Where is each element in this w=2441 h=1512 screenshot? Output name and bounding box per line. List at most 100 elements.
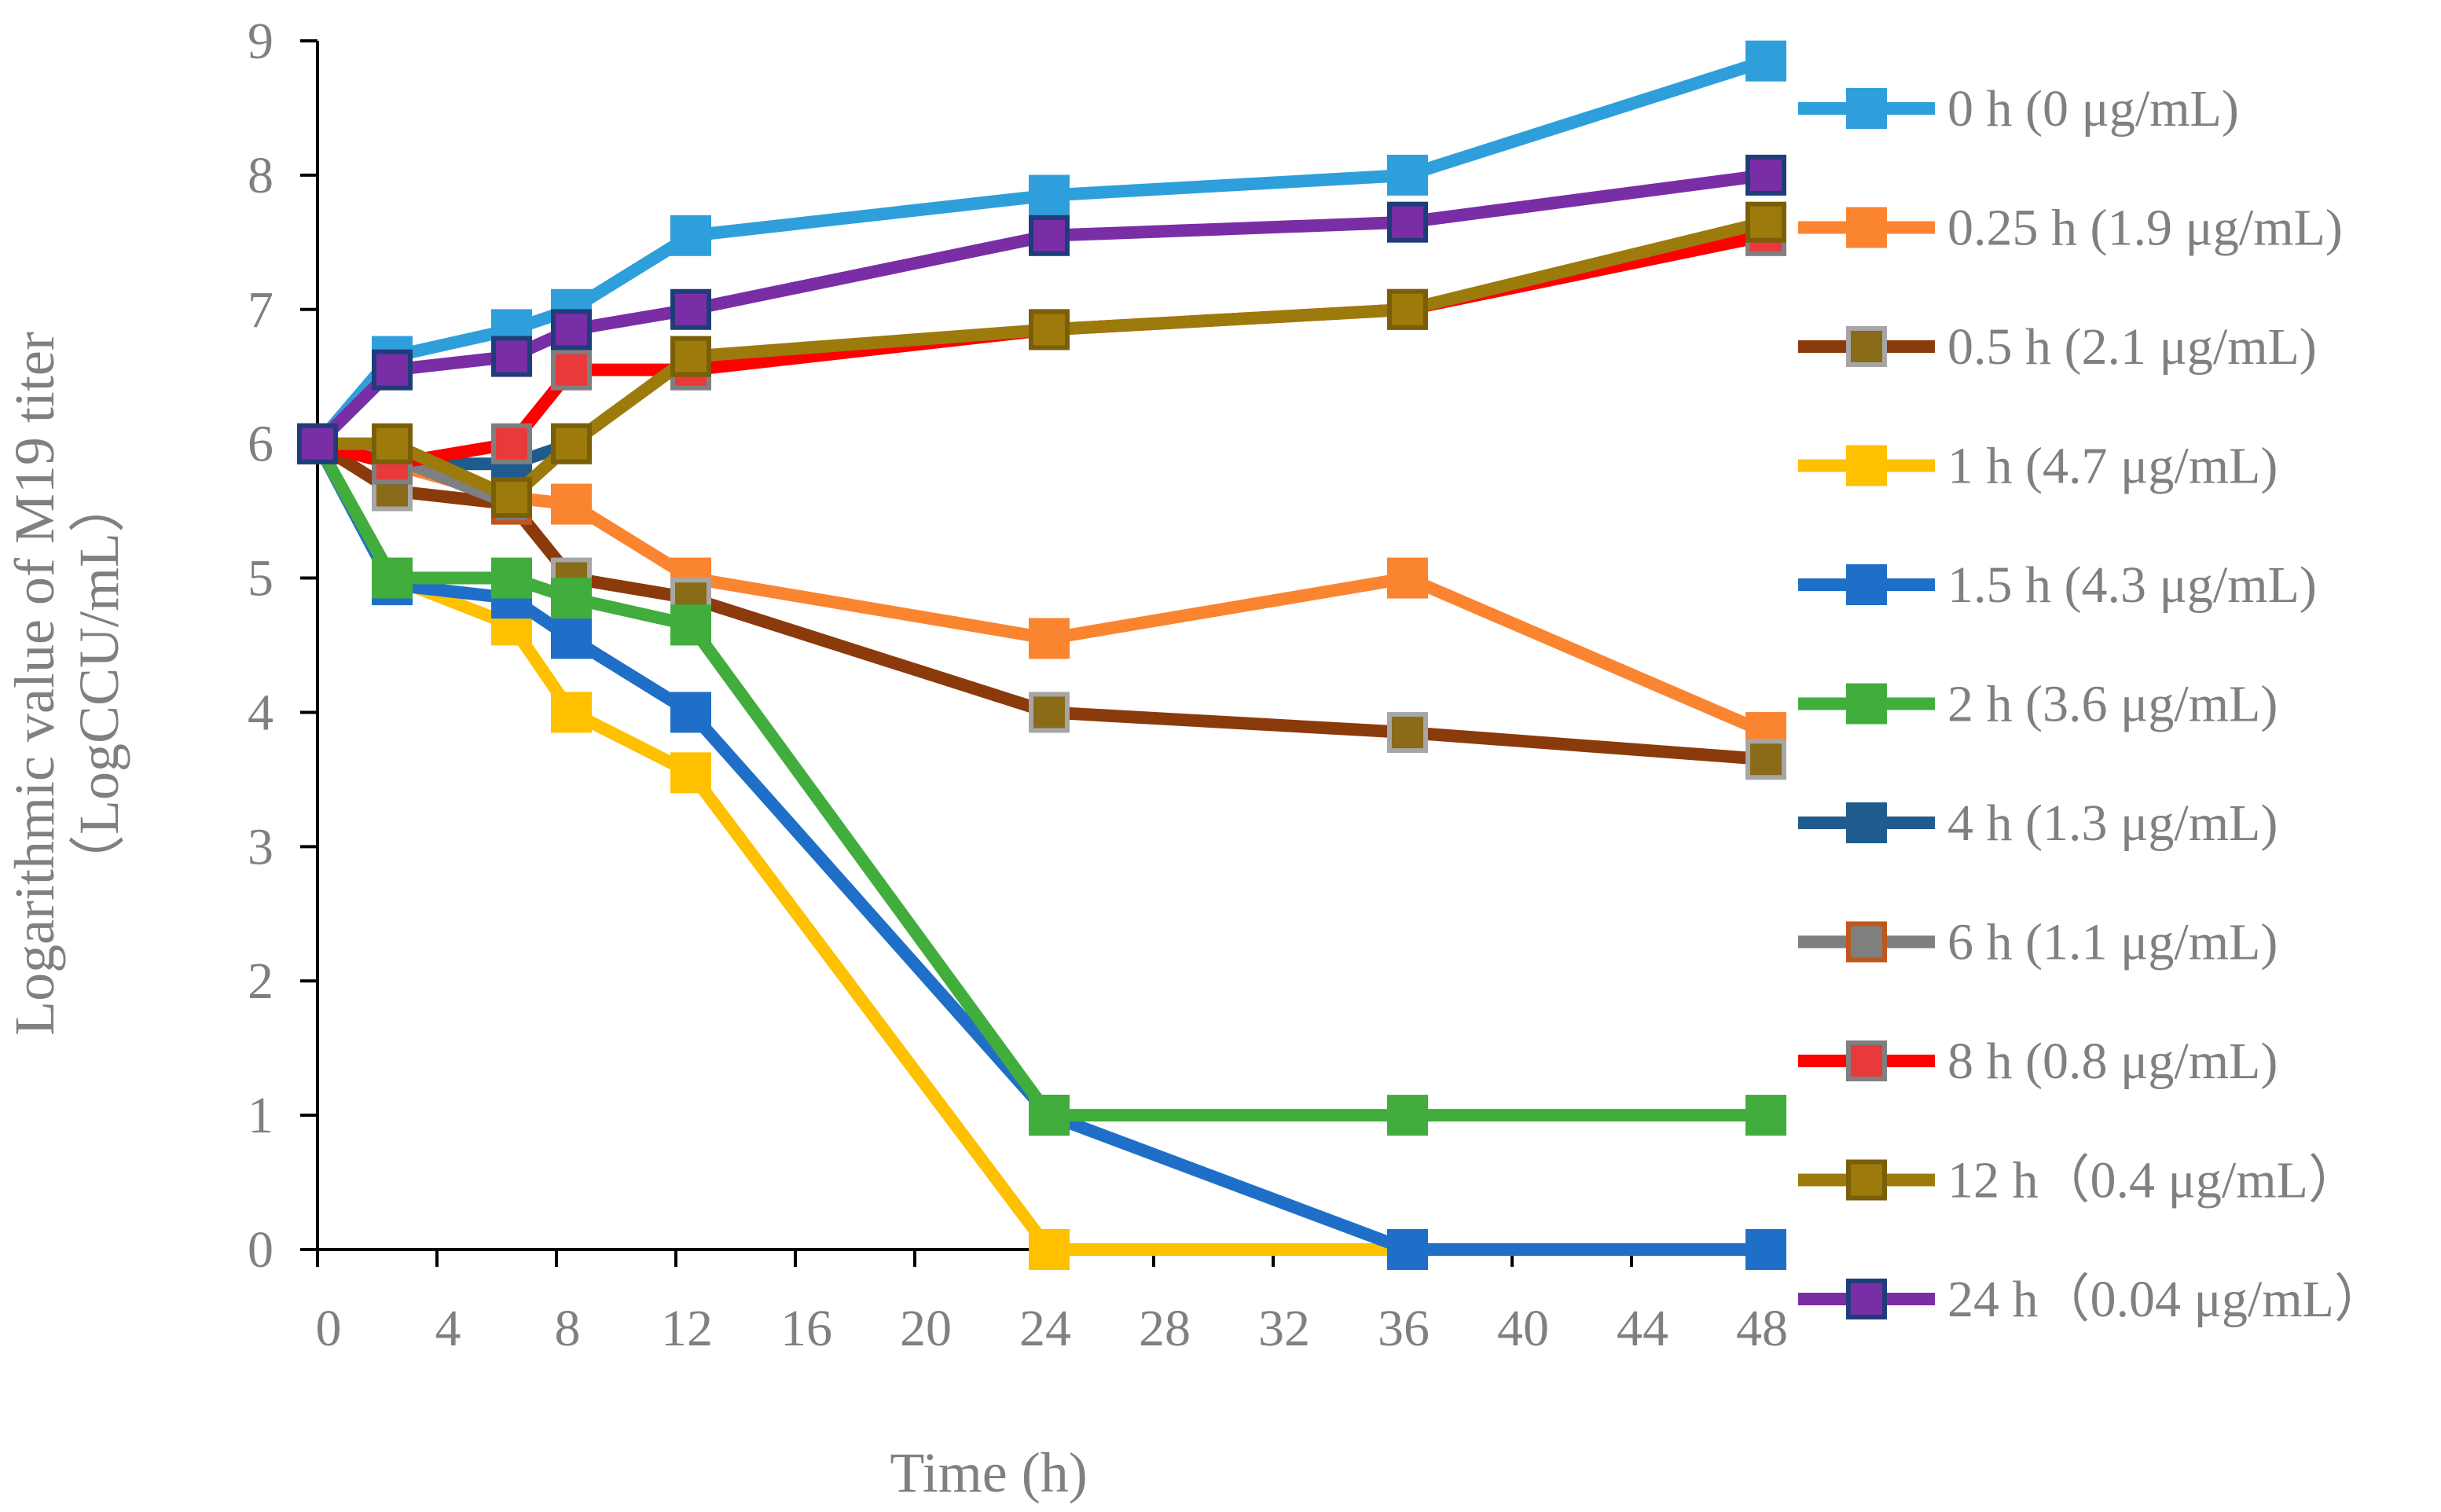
data-point: [1029, 1229, 1070, 1270]
legend-label: 24 h（0.04 μg/mL）: [1947, 1271, 2386, 1328]
legend: 0 h (0 μg/mL) 0.25 h (1.9 μg/mL) 0.5 h (2.…: [1798, 80, 2386, 1328]
legend-swatch-marker: [1846, 564, 1887, 605]
data-point: [670, 752, 711, 794]
x-tick-label: 32: [1258, 1300, 1310, 1357]
y-tick-label: 6: [248, 416, 273, 473]
data-point: [1387, 1229, 1428, 1270]
y-tick-label: 8: [248, 147, 273, 204]
data-point: [551, 578, 592, 619]
data-point: [1745, 201, 1786, 243]
x-tick-label: 16: [780, 1300, 832, 1357]
x-tick-label: 20: [900, 1300, 952, 1357]
legend-item: 0 h (0 μg/mL): [1798, 80, 2239, 138]
data-point: [551, 483, 592, 525]
x-tick-label: 4: [435, 1300, 461, 1357]
series-lines: [297, 40, 1786, 1270]
data-point: [1029, 215, 1070, 256]
legend-item: 1 h (4.7 μg/mL): [1798, 438, 2278, 495]
legend-label: 4 h (1.3 μg/mL): [1947, 795, 2278, 852]
data-point: [372, 349, 413, 391]
y-tick-label: 3: [248, 818, 273, 875]
data-point: [670, 336, 711, 377]
data-point: [670, 604, 711, 646]
data-point: [1745, 739, 1786, 780]
data-point: [1387, 557, 1428, 599]
data-point: [1029, 174, 1070, 216]
x-tick-label: 44: [1617, 1300, 1668, 1357]
x-tick-label: 0: [316, 1300, 342, 1357]
legend-item: 1.5 h (4.3 μg/mL): [1798, 556, 2317, 614]
data-point: [491, 477, 532, 519]
x-tick-label: 36: [1378, 1300, 1430, 1357]
data-point: [551, 349, 592, 391]
y-tick-label: 7: [248, 281, 273, 339]
legend-swatch-marker: [1846, 1040, 1887, 1081]
legend-item: 0.25 h (1.9 μg/mL): [1798, 200, 2343, 257]
legend-item: 6 h (1.1 μg/mL): [1798, 914, 2278, 971]
y-tick-label: 4: [248, 684, 273, 741]
legend-item: 0.5 h (2.1 μg/mL): [1798, 318, 2317, 376]
data-point: [1387, 154, 1428, 196]
legend-swatch-marker: [1846, 802, 1887, 843]
data-point: [1029, 692, 1070, 733]
series-5: [297, 423, 1786, 1136]
data-point: [1745, 1229, 1786, 1270]
legend-label: 12 h（0.4 μg/mL）: [1947, 1152, 2360, 1209]
series-4: [297, 423, 1786, 1270]
y-tick-label: 1: [248, 1087, 273, 1144]
legend-swatch-marker: [1846, 1159, 1887, 1201]
legend-swatch-marker: [1846, 88, 1887, 129]
data-point: [1387, 712, 1428, 754]
data-point: [491, 557, 532, 599]
legend-item: 4 h (1.3 μg/mL): [1798, 795, 2278, 852]
data-point: [670, 692, 711, 733]
x-tick-label: 24: [1019, 1300, 1071, 1357]
y-tick-label: 9: [248, 13, 273, 70]
legend-item: 8 h (0.8 μg/mL): [1798, 1033, 2278, 1090]
legend-swatch-marker: [1846, 326, 1887, 367]
legend-item: 24 h（0.04 μg/mL）: [1798, 1271, 2386, 1328]
data-point: [297, 423, 338, 464]
series-10: [297, 154, 1786, 464]
y-axis-title-line2: （LogCCU/mL）: [68, 476, 130, 891]
data-point: [1745, 1095, 1786, 1136]
data-point: [551, 423, 592, 464]
legend-label: 2 h (3.6 μg/mL): [1947, 676, 2278, 733]
legend-label: 0.5 h (2.1 μg/mL): [1947, 318, 2317, 376]
x-tick-label: 8: [555, 1300, 581, 1357]
x-tick-label: 40: [1497, 1300, 1549, 1357]
legend-swatch-marker: [1846, 683, 1887, 725]
data-point: [372, 557, 413, 599]
y-tick-label: 0: [248, 1221, 273, 1279]
legend-label: 8 h (0.8 μg/mL): [1947, 1033, 2278, 1090]
data-point: [1029, 1095, 1070, 1136]
data-point: [670, 288, 711, 330]
data-point: [551, 618, 592, 659]
data-point: [1387, 1095, 1428, 1136]
legend-item: 2 h (3.6 μg/mL): [1798, 676, 2278, 733]
data-point: [1029, 618, 1070, 659]
legend-label: 1 h (4.7 μg/mL): [1947, 438, 2278, 495]
legend-swatch-marker: [1846, 207, 1887, 248]
x-tick-label: 28: [1139, 1300, 1191, 1357]
data-point: [1387, 288, 1428, 330]
x-axis-title: Time (h): [890, 1441, 1087, 1504]
x-tick-label: 48: [1736, 1300, 1788, 1357]
data-point: [551, 309, 592, 350]
legend-label: 1.5 h (4.3 μg/mL): [1947, 556, 2317, 614]
data-point: [372, 423, 413, 464]
y-axis-title-line1: Logarithmic value of M19 titer: [3, 332, 66, 1036]
legend-swatch-marker: [1846, 445, 1887, 486]
series-2: [297, 423, 1786, 780]
legend-label: 0 h (0 μg/mL): [1947, 80, 2239, 138]
y-tick-label: 5: [248, 550, 273, 607]
legend-swatch-marker: [1846, 921, 1887, 963]
legend-item: 12 h（0.4 μg/mL）: [1798, 1152, 2360, 1209]
legend-label: 0.25 h (1.9 μg/mL): [1947, 200, 2343, 257]
legend-label: 6 h (1.1 μg/mL): [1947, 914, 2278, 971]
data-point: [670, 215, 711, 256]
series-line: [312, 440, 1766, 1122]
data-point: [491, 423, 532, 464]
